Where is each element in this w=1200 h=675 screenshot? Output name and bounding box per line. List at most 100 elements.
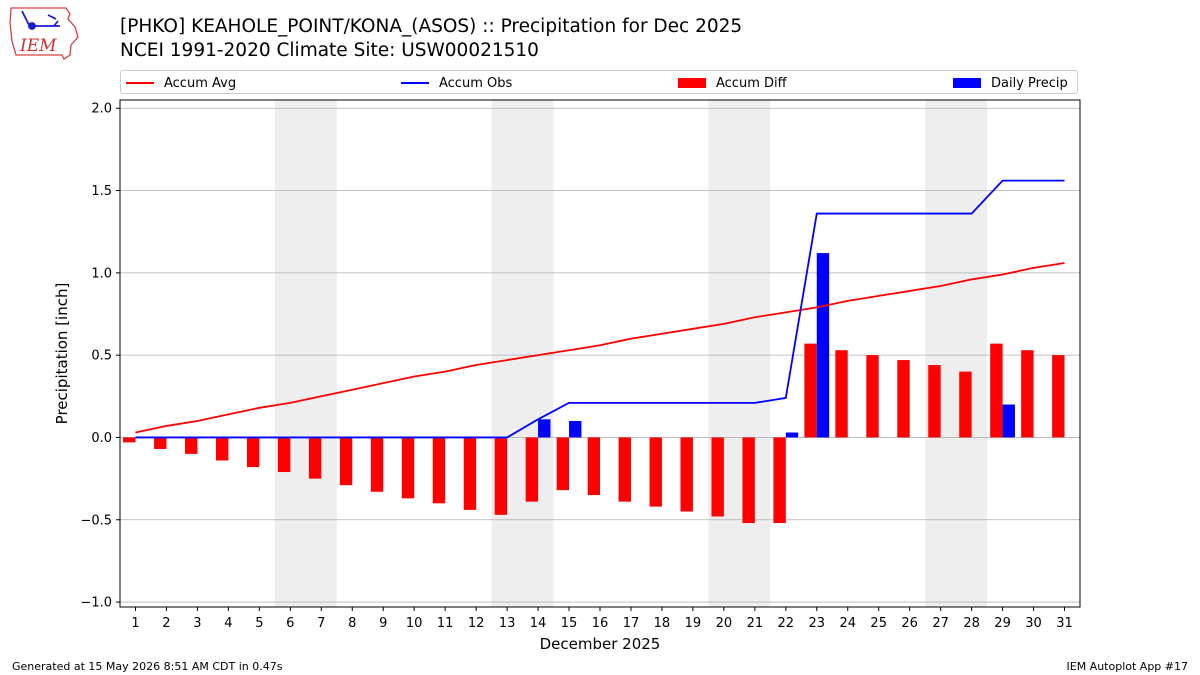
bar-accum-diff bbox=[1052, 355, 1065, 438]
line-accum-avg bbox=[135, 262, 1065, 434]
lines bbox=[135, 179, 1065, 439]
x-tick-label: 24 bbox=[839, 616, 856, 631]
bar-accum-diff bbox=[649, 437, 662, 507]
bar-daily-precip bbox=[1002, 404, 1015, 438]
y-tick-label: 2.0 bbox=[91, 102, 112, 117]
x-axis-label: December 2025 bbox=[540, 635, 661, 653]
legend-swatch bbox=[401, 82, 429, 84]
bar-accum-diff bbox=[246, 437, 260, 468]
bar-accum-diff bbox=[185, 437, 198, 454]
bar-daily-precip bbox=[785, 432, 799, 438]
bar-accum-diff bbox=[432, 437, 446, 504]
x-tick-label: 6 bbox=[286, 616, 294, 631]
x-tick-label: 1 bbox=[131, 616, 139, 631]
bar-accum-diff bbox=[835, 350, 848, 438]
bar-accum-diff bbox=[587, 437, 600, 496]
bar-accum-diff bbox=[866, 355, 879, 438]
x-tick-label: 21 bbox=[747, 616, 764, 631]
legend-label: Accum Diff bbox=[716, 75, 787, 91]
bar-accum-diff bbox=[216, 437, 229, 461]
chart-subtitle: NCEI 1991-2020 Climate Site: USW00021510 bbox=[120, 40, 539, 61]
x-tick-label: 20 bbox=[716, 616, 733, 631]
bar-accum-diff bbox=[618, 437, 631, 502]
weather-station-icon bbox=[21, 10, 60, 30]
bar-accum-diff bbox=[277, 437, 291, 473]
bar-accum-diff bbox=[959, 371, 972, 438]
legend-swatch bbox=[678, 78, 706, 88]
axes: −1.0−0.50.00.51.01.52.01 2 3 4 5 6 7 8 9 10 11 12 13… bbox=[80, 102, 1072, 631]
bar-accum-diff bbox=[897, 360, 910, 438]
bar-accum-diff bbox=[308, 437, 322, 479]
y-tick-label: −1.0 bbox=[80, 596, 112, 611]
legend-label: Accum Obs bbox=[439, 75, 513, 91]
x-tick-label: 26 bbox=[901, 616, 918, 631]
logo-text: IEM bbox=[19, 36, 57, 56]
bar-daily-precip bbox=[569, 420, 582, 438]
y-tick-label: 1.0 bbox=[91, 266, 112, 281]
x-tick-label: 12 bbox=[468, 616, 485, 631]
line-accum-obs bbox=[135, 179, 1065, 439]
weekend-band bbox=[708, 100, 771, 607]
weekend-band bbox=[925, 100, 988, 607]
bar-accum-diff bbox=[742, 437, 755, 524]
x-tick-label: 16 bbox=[592, 616, 609, 631]
bar-accum-diff bbox=[680, 437, 693, 512]
legend-label: Daily Precip bbox=[991, 75, 1068, 91]
x-tick-label: 10 bbox=[406, 616, 423, 631]
y-tick-label: −0.5 bbox=[80, 513, 112, 528]
bar-accum-diff bbox=[990, 343, 1003, 438]
legend-swatch bbox=[953, 78, 981, 88]
bar-accum-diff bbox=[154, 437, 167, 449]
x-tick-label: 13 bbox=[499, 616, 516, 631]
bar-accum-diff bbox=[123, 437, 136, 443]
x-tick-label: 4 bbox=[224, 616, 232, 631]
x-tick-label: 22 bbox=[778, 616, 795, 631]
x-tick-label: 28 bbox=[963, 616, 980, 631]
bar-accum-diff bbox=[463, 437, 477, 510]
bar-daily-precip bbox=[538, 419, 551, 438]
x-tick-label: 9 bbox=[379, 616, 387, 631]
legend-label: Accum Avg bbox=[164, 75, 237, 91]
x-tick-label: 8 bbox=[348, 616, 356, 631]
chart-legend: Accum Avg Accum Obs Accum Diff Daily Pre… bbox=[120, 70, 1078, 94]
x-tick-label: 2 bbox=[162, 616, 170, 631]
bar-daily-precip bbox=[816, 253, 830, 438]
bar-accum-diff bbox=[556, 437, 570, 491]
x-tick-label: 27 bbox=[932, 616, 949, 631]
bar-accum-diff bbox=[370, 437, 384, 492]
bar-accum-diff bbox=[401, 437, 415, 499]
x-tick-label: 15 bbox=[561, 616, 578, 631]
bars bbox=[123, 253, 1065, 524]
bar-accum-diff bbox=[339, 437, 353, 486]
x-tick-label: 11 bbox=[437, 616, 454, 631]
y-axis-label: Precipitation [inch] bbox=[53, 283, 71, 425]
legend-item-daily-precip: Daily Precip bbox=[953, 74, 1068, 92]
x-tick-label: 3 bbox=[193, 616, 201, 631]
x-tick-label: 17 bbox=[623, 616, 640, 631]
x-tick-label: 14 bbox=[530, 616, 547, 631]
x-tick-label: 18 bbox=[654, 616, 671, 631]
chart-title: [PHKO] KEAHOLE_POINT/KONA_(ASOS) :: Prec… bbox=[120, 16, 743, 37]
bar-accum-diff bbox=[1021, 350, 1034, 438]
bar-accum-diff bbox=[494, 437, 508, 515]
legend-item-accum-obs: Accum Obs bbox=[401, 74, 512, 92]
x-tick-label: 31 bbox=[1056, 616, 1073, 631]
bar-accum-diff bbox=[711, 437, 724, 517]
bar-accum-diff bbox=[773, 437, 786, 524]
x-tick-label: 29 bbox=[994, 616, 1011, 631]
bar-accum-diff bbox=[804, 343, 817, 438]
weekend-band bbox=[274, 100, 337, 607]
x-tick-label: 5 bbox=[255, 616, 263, 631]
y-tick-label: 1.5 bbox=[91, 184, 112, 199]
bar-accum-diff bbox=[525, 437, 539, 502]
x-tick-label: 25 bbox=[870, 616, 887, 631]
y-tick-label: 0.0 bbox=[91, 431, 112, 446]
y-tick-label: 0.5 bbox=[91, 349, 112, 364]
app-label: IEM Autoplot App #17 bbox=[1066, 660, 1189, 673]
generated-timestamp: Generated at 15 May 2026 8:51 AM CDT in … bbox=[12, 660, 283, 673]
x-tick-label: 7 bbox=[317, 616, 325, 631]
bar-accum-diff bbox=[928, 365, 941, 438]
x-tick-label: 19 bbox=[685, 616, 702, 631]
x-tick-label: 30 bbox=[1025, 616, 1042, 631]
